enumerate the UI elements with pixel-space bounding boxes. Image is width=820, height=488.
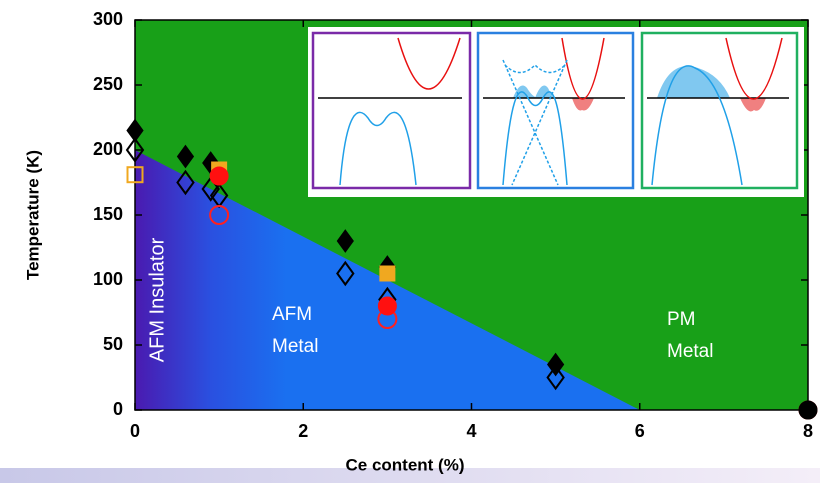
y-tick-label: 200 [93,139,123,159]
y-tick-label: 0 [113,399,123,419]
inset-frame [642,33,797,188]
data-point [380,266,395,281]
data-point [799,401,817,419]
region-label: Metal [272,336,318,357]
y-tick-label: 250 [93,74,123,94]
y-axis-label: Temperature (K) [23,150,42,280]
x-tick-label: 0 [130,421,140,441]
region-label: PM [667,309,696,330]
x-tick-label: 4 [466,421,476,441]
x-tick-label: 6 [635,421,645,441]
region-label: AFM Insulator [146,237,168,362]
x-axis-label: Ce content (%) [346,455,465,474]
x-tick-label: 2 [298,421,308,441]
y-tick-label: 50 [103,334,123,354]
page: AFM Insulator AFM Metal PM Metal 0 2 4 6 8 0 50 100 1… [0,0,820,483]
region-label: Metal [667,341,713,362]
data-point [378,297,396,315]
y-tick-label: 150 [93,204,123,224]
y-tick-label: 300 [93,9,123,29]
inset-frame [313,33,470,188]
region-label: AFM [272,304,312,325]
insets [308,27,804,197]
inset-frame [478,33,633,188]
data-point [210,167,228,185]
chart: AFM Insulator AFM Metal PM Metal 0 2 4 6 8 0 50 100 1… [0,0,820,483]
x-tick-label: 8 [803,421,813,441]
y-tick-label: 100 [93,269,123,289]
